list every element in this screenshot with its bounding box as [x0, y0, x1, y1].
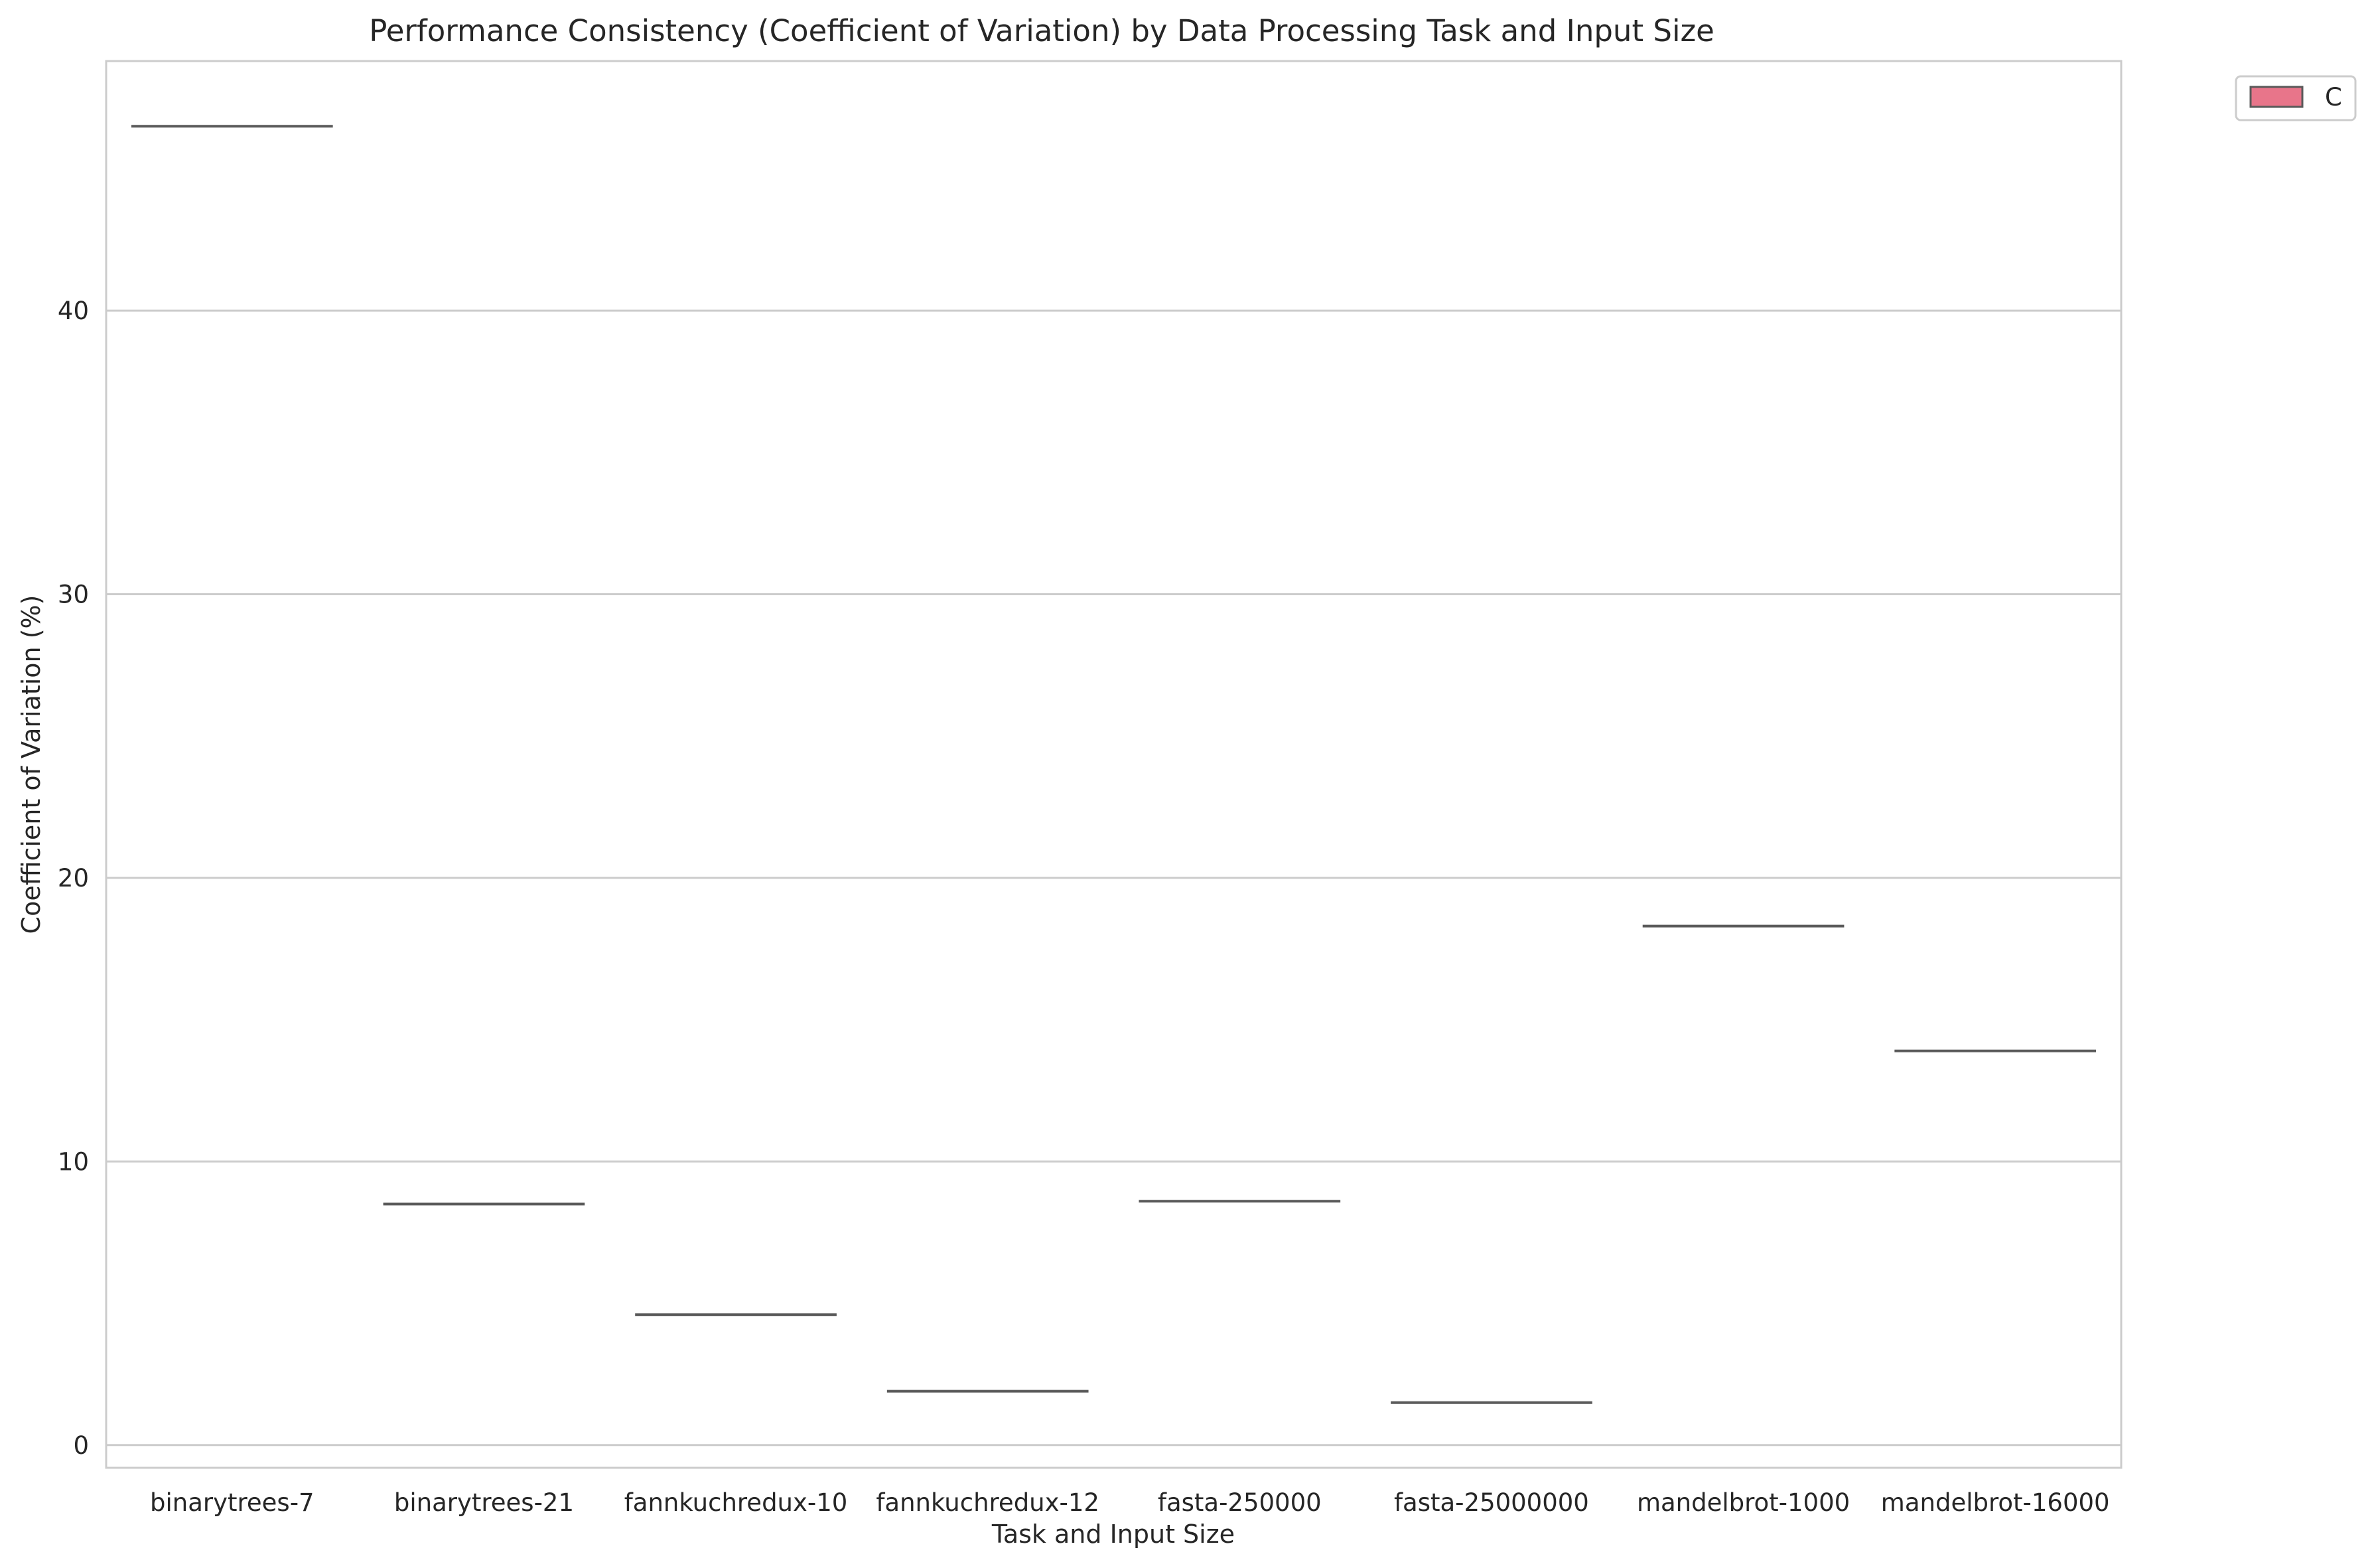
- x-tick-label: mandelbrot-16000: [1881, 1488, 2110, 1517]
- gridlines: [106, 309, 2121, 1447]
- x-tick-label: mandelbrot-1000: [1637, 1488, 1850, 1517]
- y-axis-label: Coefficient of Variation (%): [17, 595, 46, 934]
- chart-title: Performance Consistency (Coefficient of …: [369, 13, 1714, 48]
- median-lines: [131, 125, 2097, 1404]
- y-tick-label: 0: [73, 1431, 89, 1460]
- x-tick-labels: binarytrees-7 binarytrees-21 fannkuchredux…: [150, 1488, 2110, 1517]
- legend-swatch-c: [2249, 86, 2304, 108]
- legend: C: [2235, 75, 2357, 121]
- x-tick-label: fasta-25000000: [1394, 1488, 1589, 1517]
- x-tick-label: binarytrees-7: [150, 1488, 314, 1517]
- x-tick-label: binarytrees-21: [394, 1488, 574, 1517]
- y-tick-label: 30: [58, 581, 89, 609]
- x-tick-label: fannkuchredux-12: [876, 1488, 1099, 1517]
- y-tick-label: 40: [58, 297, 89, 325]
- legend-label-c: C: [2325, 83, 2342, 111]
- y-tick-label: 20: [58, 864, 89, 892]
- x-tick-label: fannkuchredux-10: [624, 1488, 848, 1517]
- y-tick-labels: 0 10 20 30 40: [58, 297, 89, 1460]
- y-tick-label: 10: [58, 1147, 89, 1176]
- plot-area-frame: [105, 60, 2123, 1469]
- x-axis-label: Task and Input Size: [991, 1520, 1235, 1549]
- x-tick-label: fasta-250000: [1158, 1488, 1322, 1517]
